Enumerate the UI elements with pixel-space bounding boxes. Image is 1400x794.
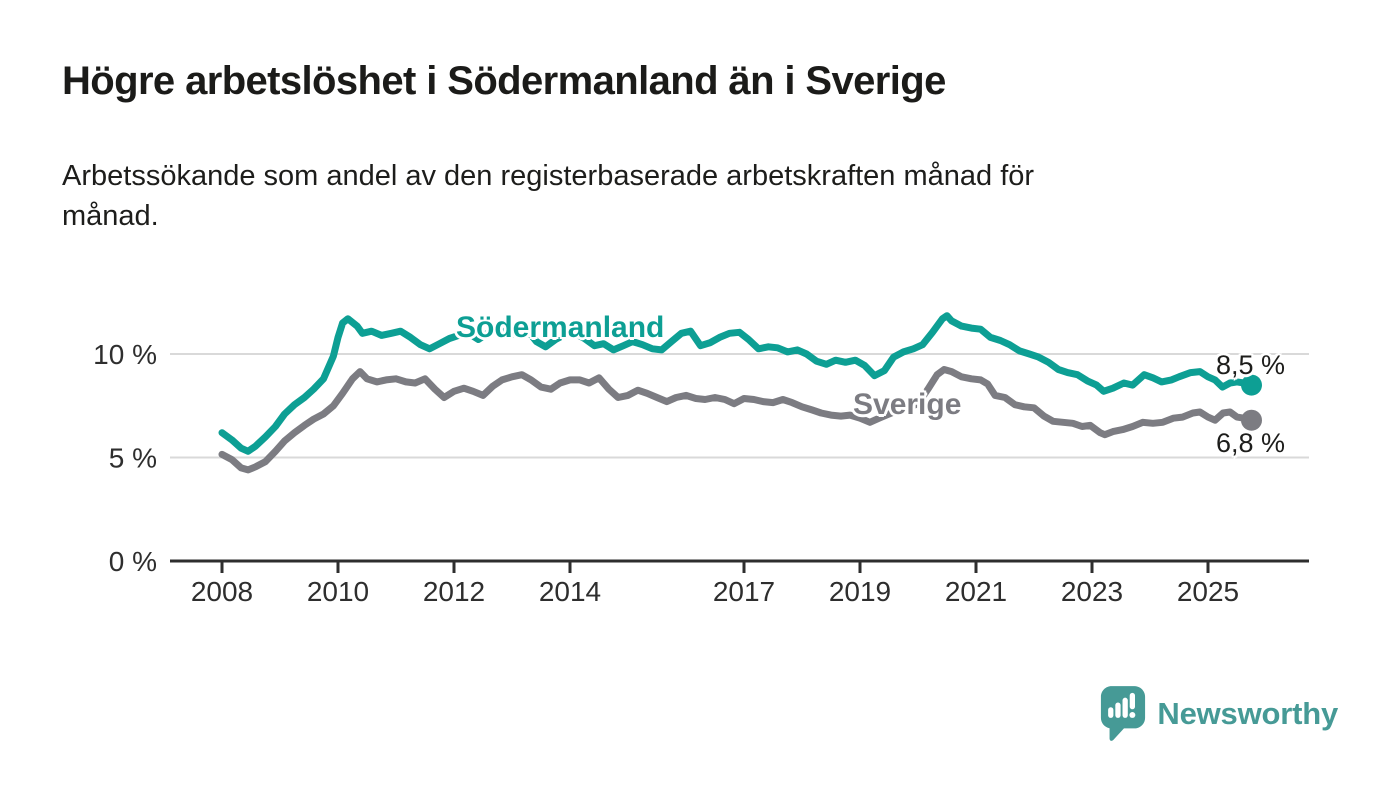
x-tick-label: 2014 [539, 576, 601, 607]
end-dot-sodermanland [1241, 374, 1262, 396]
x-tick-label: 2008 [191, 576, 253, 607]
series-line-sodermanland [218, 312, 1255, 455]
x-tick-label: 2012 [423, 576, 485, 607]
newsworthy-logo: Newsworthy [1099, 684, 1338, 744]
series-label-sodermanland: Södermanland [456, 311, 665, 344]
x-tick-label: 2021 [945, 576, 1007, 607]
logo-exclamation-bar [1130, 692, 1136, 710]
y-tick-label: 5 % [109, 443, 157, 474]
series-line-sverige [218, 366, 1255, 474]
chart-title: Högre arbetslöshet i Södermanland än i S… [62, 59, 946, 103]
x-tick-label: 2019 [829, 576, 891, 607]
x-tick-label: 2017 [713, 576, 775, 607]
end-value-sverige: 6,8 % [1215, 428, 1285, 458]
chart-subtitle: Arbetssökande som andel av den registerb… [62, 156, 1034, 236]
logo-exclamation-dot [1129, 711, 1136, 718]
series-label-sverige: Sverige [853, 388, 962, 421]
end-value-sodermanland: 8,5 % [1215, 350, 1285, 380]
chart-subtitle-line-1: Arbetssökande som andel av den registerb… [62, 160, 1035, 192]
x-tick-label: 2010 [307, 576, 369, 607]
y-tick-label: 0 % [109, 546, 157, 577]
newsworthy-logo-text: Newsworthy [1157, 696, 1338, 731]
newsworthy-logo-icon [1101, 686, 1146, 741]
x-tick-label: 2023 [1061, 576, 1123, 607]
end-dot-sverige [1241, 409, 1262, 431]
logo-bar-chart [1108, 692, 1136, 718]
chart-subtitle-line-2: månad. [62, 200, 159, 232]
y-tick-label: 10 % [93, 339, 157, 370]
line-chart-canvas: 0 % 5 % 10 % 2008 2010 2012 2014 2017 2019 2021 20… [93, 312, 1309, 607]
x-tick-label: 2025 [1177, 576, 1239, 607]
